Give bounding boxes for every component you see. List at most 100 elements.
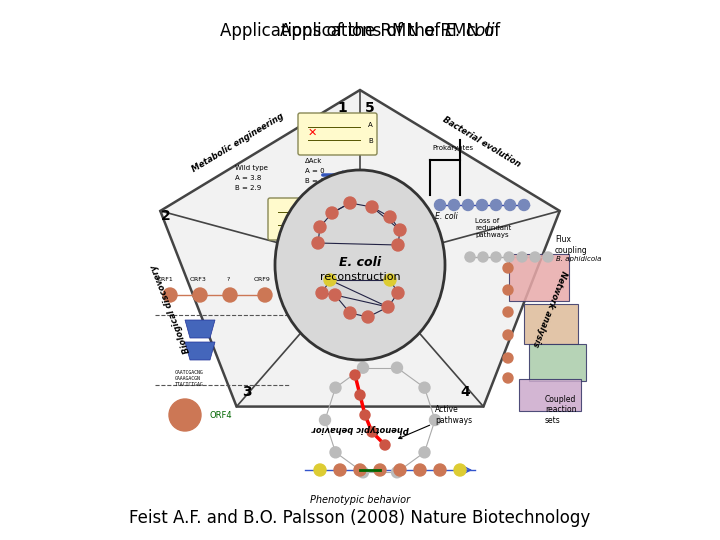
Circle shape bbox=[223, 288, 237, 302]
Circle shape bbox=[314, 221, 326, 233]
Polygon shape bbox=[185, 342, 215, 360]
Circle shape bbox=[355, 390, 365, 400]
FancyBboxPatch shape bbox=[509, 254, 569, 301]
Text: Network analysis: Network analysis bbox=[531, 269, 569, 348]
Text: ?: ? bbox=[226, 277, 230, 282]
Circle shape bbox=[392, 362, 402, 373]
Circle shape bbox=[504, 252, 514, 262]
Circle shape bbox=[503, 330, 513, 340]
Circle shape bbox=[367, 427, 377, 437]
Circle shape bbox=[503, 353, 513, 363]
Text: Metabolic engineering: Metabolic engineering bbox=[191, 111, 286, 174]
Circle shape bbox=[326, 207, 338, 219]
Circle shape bbox=[384, 274, 396, 286]
Text: Phenotypic behavior: Phenotypic behavior bbox=[310, 495, 410, 505]
Circle shape bbox=[543, 252, 553, 262]
Circle shape bbox=[358, 467, 369, 478]
Circle shape bbox=[329, 289, 341, 301]
Circle shape bbox=[518, 199, 529, 211]
Circle shape bbox=[193, 288, 207, 302]
Circle shape bbox=[517, 252, 527, 262]
Circle shape bbox=[316, 287, 328, 299]
Text: Loss of
redundant
pathways: Loss of redundant pathways bbox=[475, 218, 511, 238]
Text: ORF3: ORF3 bbox=[189, 277, 207, 282]
Text: ORF4: ORF4 bbox=[210, 410, 233, 420]
FancyBboxPatch shape bbox=[519, 379, 581, 411]
Circle shape bbox=[419, 382, 430, 393]
Circle shape bbox=[503, 307, 513, 317]
FancyBboxPatch shape bbox=[268, 198, 347, 240]
Circle shape bbox=[169, 399, 201, 431]
Circle shape bbox=[324, 274, 336, 286]
Circle shape bbox=[330, 447, 341, 458]
Circle shape bbox=[312, 237, 324, 249]
Text: Flux
coupling: Flux coupling bbox=[555, 235, 588, 255]
Circle shape bbox=[354, 464, 366, 476]
Circle shape bbox=[394, 464, 406, 476]
Circle shape bbox=[258, 288, 272, 302]
Circle shape bbox=[358, 362, 369, 373]
Text: Bacterial evolution: Bacterial evolution bbox=[441, 116, 523, 170]
Text: A: A bbox=[368, 122, 373, 128]
Text: 1: 1 bbox=[337, 101, 347, 115]
Circle shape bbox=[314, 464, 326, 476]
Text: Phenotypic behavior: Phenotypic behavior bbox=[311, 424, 409, 433]
Text: Applications of the RMN of: Applications of the RMN of bbox=[220, 22, 446, 40]
Text: B = 6.7: B = 6.7 bbox=[305, 178, 331, 184]
Circle shape bbox=[419, 447, 430, 458]
Text: Biological discovery: Biological discovery bbox=[149, 263, 192, 354]
Circle shape bbox=[449, 199, 459, 211]
Text: B: B bbox=[368, 138, 373, 144]
Text: Active
pathways: Active pathways bbox=[399, 406, 472, 438]
Circle shape bbox=[366, 201, 378, 213]
Circle shape bbox=[530, 252, 540, 262]
Polygon shape bbox=[161, 90, 559, 407]
Circle shape bbox=[392, 467, 402, 478]
Text: B: B bbox=[335, 223, 340, 229]
Ellipse shape bbox=[275, 170, 445, 360]
Text: 3: 3 bbox=[242, 384, 251, 399]
Text: B. aphidicola: B. aphidicola bbox=[556, 256, 601, 262]
Circle shape bbox=[491, 252, 501, 262]
Circle shape bbox=[490, 199, 502, 211]
Text: ΔAck: ΔAck bbox=[305, 158, 323, 164]
Circle shape bbox=[384, 211, 396, 223]
Circle shape bbox=[382, 301, 394, 313]
Text: B = 2.9: B = 2.9 bbox=[235, 185, 261, 191]
Text: reconstruction: reconstruction bbox=[320, 272, 400, 282]
Circle shape bbox=[163, 288, 177, 302]
Circle shape bbox=[414, 464, 426, 476]
Text: 2: 2 bbox=[161, 209, 170, 223]
FancyBboxPatch shape bbox=[524, 304, 578, 344]
Text: Wild type: Wild type bbox=[235, 165, 268, 171]
Text: ORF1: ORF1 bbox=[157, 277, 174, 282]
Circle shape bbox=[434, 464, 446, 476]
Circle shape bbox=[503, 373, 513, 383]
Text: Applications of the RMN of ​E. coli: Applications of the RMN of ​E. coli bbox=[280, 22, 554, 40]
Text: CAATCGACNG
GAAAGACGN
TTACTCTGAG: CAATCGACNG GAAAGACGN TTACTCTGAG bbox=[175, 370, 204, 387]
Circle shape bbox=[392, 239, 404, 251]
Text: E. coli: E. coli bbox=[339, 256, 381, 269]
Circle shape bbox=[478, 252, 488, 262]
Text: ORF9: ORF9 bbox=[253, 277, 271, 282]
Text: E. coli: E. coli bbox=[435, 212, 458, 221]
Circle shape bbox=[360, 410, 370, 420]
Text: 4: 4 bbox=[461, 384, 470, 399]
Circle shape bbox=[344, 307, 356, 319]
FancyBboxPatch shape bbox=[529, 344, 586, 381]
Text: Design: Design bbox=[315, 190, 339, 196]
Text: Coupled
reaction
sets: Coupled reaction sets bbox=[545, 395, 577, 425]
Circle shape bbox=[392, 287, 404, 299]
Text: A = 0: A = 0 bbox=[305, 168, 325, 174]
Circle shape bbox=[334, 464, 346, 476]
Text: A: A bbox=[335, 207, 340, 213]
Circle shape bbox=[380, 440, 390, 450]
Circle shape bbox=[344, 197, 356, 209]
Circle shape bbox=[454, 464, 466, 476]
Text: Feist A.F. and B.O. Palsson (2008) Nature Biotechnology: Feist A.F. and B.O. Palsson (2008) Natur… bbox=[130, 509, 590, 527]
Circle shape bbox=[477, 199, 487, 211]
Circle shape bbox=[374, 464, 386, 476]
Circle shape bbox=[350, 370, 360, 380]
FancyBboxPatch shape bbox=[298, 113, 377, 155]
Circle shape bbox=[434, 199, 446, 211]
